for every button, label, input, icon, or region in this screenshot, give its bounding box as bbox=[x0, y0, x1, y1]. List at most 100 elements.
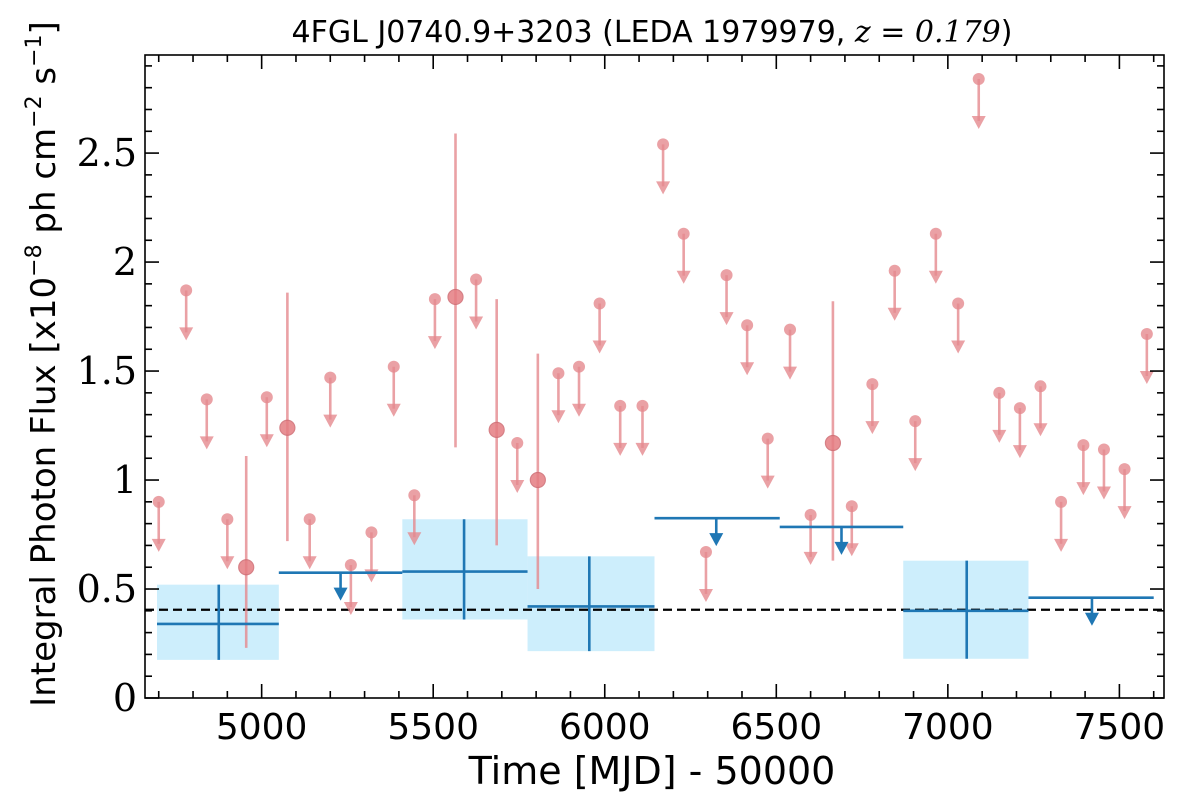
short-bin-upper-limit-head bbox=[1054, 538, 1069, 552]
short-bin-upper-limit-head bbox=[971, 115, 986, 129]
long-bin-upper-limit-head bbox=[1084, 612, 1099, 626]
x-tick-label: 6500 bbox=[730, 707, 822, 748]
short-bin-detection-point bbox=[238, 559, 255, 576]
short-bin-upper-limit-point bbox=[511, 436, 524, 449]
short-bin-upper-limit-head bbox=[572, 403, 587, 417]
short-bin-upper-limit-point bbox=[1013, 402, 1026, 415]
chart-title-main: 4FGL J0740.9+3203 (LEDA 1979979, bbox=[292, 15, 855, 50]
short-bin-detection-point bbox=[447, 288, 464, 306]
x-tick-label: 5000 bbox=[216, 707, 308, 748]
short-bin-upper-limit-head bbox=[803, 551, 818, 565]
short-bin-upper-limit-head bbox=[783, 366, 798, 380]
short-bin-upper-limit-head bbox=[199, 436, 214, 450]
short-bin-upper-limit-head bbox=[656, 181, 671, 195]
y-tick-label: 2 bbox=[113, 240, 137, 284]
short-bin-upper-limit-point bbox=[636, 399, 649, 412]
chart-title-redshift: z = 0.179 bbox=[854, 15, 1001, 50]
short-bin-upper-limit-head bbox=[302, 556, 317, 570]
short-bin-upper-limit-head bbox=[1033, 423, 1048, 437]
short-bin-upper-limit-point bbox=[408, 489, 421, 502]
short-bin-upper-limit-point bbox=[972, 72, 985, 85]
x-tick-label: 6000 bbox=[559, 707, 651, 748]
short-bin-upper-limit-head bbox=[151, 538, 166, 552]
y-tick-label: 0 bbox=[113, 676, 137, 720]
short-bin-detection-point bbox=[529, 471, 546, 489]
short-bin-upper-limit-head bbox=[760, 475, 775, 489]
short-bin-upper-limit-point bbox=[365, 526, 378, 539]
short-bin-upper-limit-point bbox=[221, 513, 234, 526]
short-bin-upper-limit-point bbox=[1034, 380, 1047, 393]
short-bin-upper-limit-point bbox=[741, 319, 754, 332]
short-bin-upper-limit-head bbox=[676, 270, 691, 284]
short-bin-upper-limit-point bbox=[152, 495, 165, 508]
y-axis-label-prefix: Integral Photon Flux [x10 bbox=[24, 277, 64, 707]
short-bin-upper-limit-point bbox=[1097, 443, 1110, 456]
short-bin-upper-limit-point bbox=[952, 297, 965, 310]
short-bin-upper-limit-point bbox=[303, 513, 316, 526]
short-bin-upper-limit-point bbox=[784, 323, 797, 336]
short-bin-upper-limit-head bbox=[179, 327, 194, 341]
short-bin-upper-limit-point bbox=[677, 227, 690, 240]
short-bin-upper-limit-head bbox=[343, 602, 358, 616]
short-bin-upper-limit-point bbox=[761, 432, 774, 445]
short-bin-upper-limit-head bbox=[469, 316, 484, 330]
short-bin-upper-limit-head bbox=[220, 556, 235, 570]
short-bin-upper-limit-head bbox=[386, 403, 401, 417]
short-bin-upper-limit-head bbox=[865, 421, 880, 435]
short-bin-upper-limit-head bbox=[928, 270, 943, 284]
short-bin-upper-limit-point bbox=[200, 393, 213, 406]
y-axis-label-exp3: −1 bbox=[22, 34, 47, 66]
chart-title-close: ) bbox=[1001, 15, 1013, 50]
short-bin-upper-limit-head bbox=[844, 543, 859, 557]
short-bin-upper-limit-point bbox=[1140, 327, 1153, 340]
short-bin-upper-limit-point bbox=[260, 391, 273, 404]
short-bin-upper-limit-point bbox=[552, 367, 565, 380]
short-bin-upper-limit-head bbox=[740, 362, 755, 376]
short-bin-upper-limit-head bbox=[592, 340, 607, 354]
short-bin-upper-limit-point bbox=[428, 293, 441, 306]
plot-area bbox=[145, 72, 1164, 660]
short-bin-upper-limit-point bbox=[804, 508, 817, 521]
short-bin-upper-limit-head bbox=[908, 458, 923, 472]
short-bin-upper-limit-head bbox=[887, 307, 902, 321]
short-bin-upper-limit-point bbox=[614, 399, 627, 412]
short-bin-upper-limit-head bbox=[323, 414, 338, 428]
short-bin-detection-point bbox=[824, 434, 842, 452]
y-tick-label: 2.5 bbox=[77, 131, 137, 175]
short-bin-upper-limit-point bbox=[387, 360, 400, 373]
short-bin-upper-limit-point bbox=[1055, 495, 1068, 508]
long-bin-upper-limit-head bbox=[834, 541, 849, 555]
long-bin-upper-limit-head bbox=[333, 587, 348, 601]
short-bin-upper-limit-head bbox=[510, 479, 525, 493]
short-bin-upper-limit-point bbox=[699, 545, 712, 558]
short-bin-upper-limit-head bbox=[635, 442, 650, 456]
short-bin-upper-limit-point bbox=[344, 559, 357, 572]
short-bin-detection-point bbox=[279, 419, 296, 436]
short-bin-upper-limit-point bbox=[470, 273, 483, 286]
short-bin-upper-limit-point bbox=[909, 415, 922, 428]
short-bin-upper-limit-point bbox=[324, 371, 337, 384]
short-bin-upper-limit-point bbox=[993, 386, 1006, 399]
long-bin-upper-limit-head bbox=[709, 533, 724, 547]
short-bin-upper-limit-head bbox=[259, 434, 274, 448]
short-bin-upper-limit-point bbox=[573, 360, 586, 373]
short-bin-upper-limit-head bbox=[992, 429, 1007, 443]
y-axis-label-suffix: ] bbox=[24, 21, 64, 34]
y-axis-label-exp2: −2 bbox=[22, 95, 47, 127]
x-tick-label: 7500 bbox=[1074, 707, 1166, 748]
y-tick-label: 1 bbox=[113, 458, 137, 502]
plot-frame bbox=[144, 54, 1165, 699]
y-axis-label-mid2: s bbox=[24, 67, 64, 96]
short-bin-upper-limit-head bbox=[551, 410, 566, 424]
x-axis-label: Time [MJD] - 50000 bbox=[468, 749, 836, 793]
short-bin-detection-point bbox=[488, 421, 505, 439]
short-bin-upper-limit-head bbox=[364, 569, 379, 583]
short-bin-upper-limit-point bbox=[1077, 439, 1090, 452]
short-bin-upper-limit-head bbox=[427, 336, 442, 350]
short-bin-upper-limit-point bbox=[888, 264, 901, 277]
short-bin-upper-limit-head bbox=[1096, 486, 1111, 500]
long-bin-uncertainty-band bbox=[527, 556, 655, 652]
chart-title: 4FGL J0740.9+3203 (LEDA 1979979, z = 0.1… bbox=[292, 15, 1013, 50]
short-bin-upper-limit-head bbox=[719, 312, 734, 326]
axis-ticks: 5000 5500 6000 6500 7000 7500 0 0.5 1 1.5 2 2.5 bbox=[77, 55, 1166, 748]
